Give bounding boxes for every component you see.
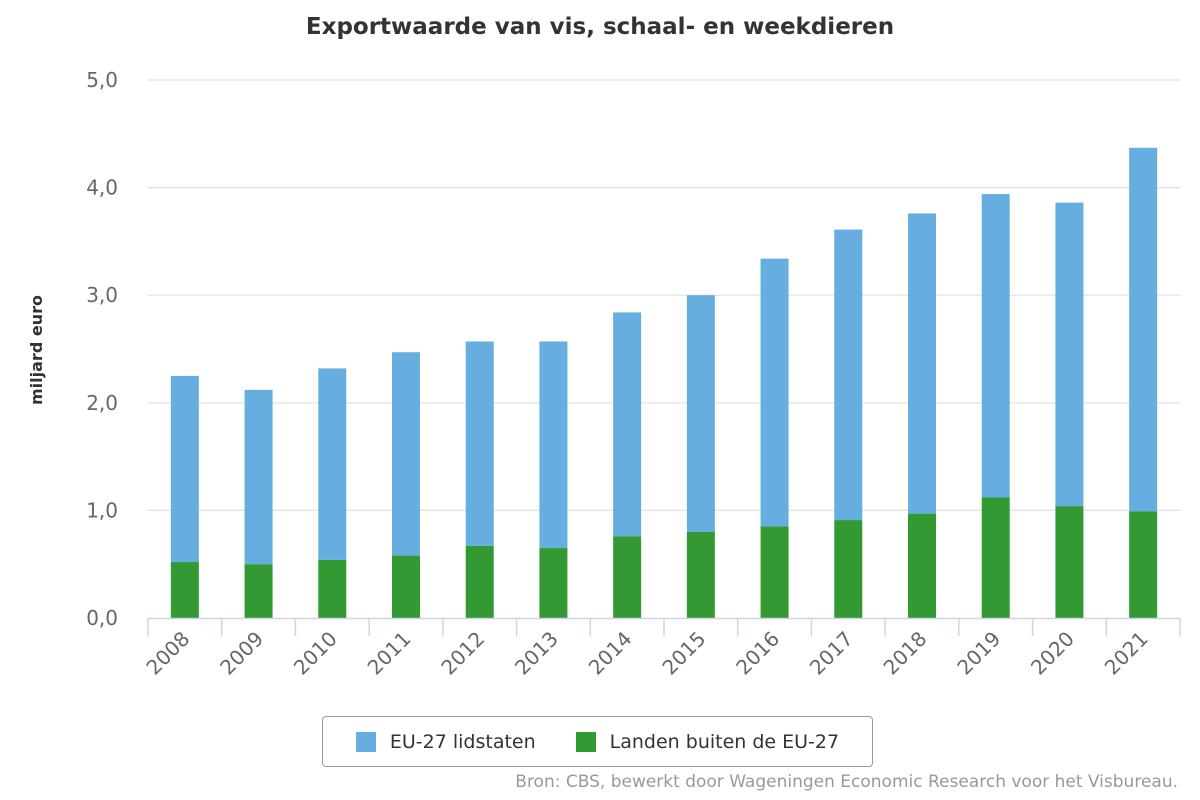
bar-eu27-2010[interactable] [318,368,347,560]
bar-non-eu27-2015[interactable] [686,531,715,618]
bar-eu27-2013[interactable] [539,341,568,549]
y-tick-label: 5,0 [86,68,118,92]
source-note: Bron: CBS, bewerkt door Wageningen Econo… [515,772,1178,792]
legend-item-non-eu27[interactable]: Landen buiten de EU-27 [575,730,840,753]
bar-non-eu27-2008[interactable] [170,562,199,618]
bar-eu27-2016[interactable] [760,258,789,527]
x-tick-label: 2010 [289,627,342,680]
x-tick-label: 2021 [1100,627,1153,680]
bar-eu27-2021[interactable] [1129,147,1158,512]
bar-eu27-2018[interactable] [908,213,936,514]
y-tick-label: 2,0 [86,391,118,415]
x-axis-ticks: 2008 2009 2010 2011 2012 2013 2014 2015 2016 2017… [141,627,1152,680]
bar-non-eu27-2020[interactable] [1055,506,1084,618]
bar-non-eu27-2017[interactable] [834,520,863,618]
legend-swatch-non-eu27 [575,731,596,752]
x-tick-label: 2016 [731,627,784,680]
legend-label-non-eu27: Landen buiten de EU-27 [609,730,840,753]
legend-label-eu27: EU-27 lidstaten [389,730,536,753]
bar-non-eu27-2021[interactable] [1129,511,1158,618]
y-tick-label: 3,0 [86,283,118,307]
x-tick-label: 2012 [436,627,489,680]
legend: EU-27 lidstaten Landen buiten de EU-27 [322,716,873,767]
y-axis-ticks: 0,0 1,0 2,0 3,0 4,0 5,0 [86,68,118,630]
bar-non-eu27-2018[interactable] [908,513,936,618]
x-tick-label: 2017 [805,627,858,680]
y-tick-label: 1,0 [86,498,118,522]
bar-eu27-2015[interactable] [686,295,715,532]
x-tick-label: 2014 [584,627,637,680]
bar-eu27-2012[interactable] [465,341,494,546]
bar-eu27-2017[interactable] [834,229,863,521]
legend-item-eu27[interactable]: EU-27 lidstaten [355,730,536,753]
chart-title: Exportwaarde van vis, schaal- en weekdie… [305,14,895,40]
x-tick-label: 2015 [657,627,710,680]
bar-non-eu27-2010[interactable] [318,559,347,618]
x-tick-label: 2019 [952,627,1005,680]
bar-non-eu27-2014[interactable] [613,536,642,618]
x-tick-label: 2018 [879,627,932,680]
x-tick-label: 2008 [141,627,194,680]
bar-eu27-2009[interactable] [244,389,273,565]
bar-non-eu27-2011[interactable] [392,555,420,618]
x-axis [147,617,1181,636]
bar-eu27-2014[interactable] [613,312,642,537]
y-tick-label: 0,0 [86,606,118,630]
x-tick-label: 2013 [510,627,563,680]
bar-non-eu27-2019[interactable] [981,497,1010,618]
y-tick-label: 4,0 [86,176,118,200]
legend-swatch-eu27 [355,731,376,752]
bar-eu27-2008[interactable] [170,375,199,563]
y-axis-label: miljard euro [27,295,46,405]
bar-non-eu27-2009[interactable] [244,564,273,618]
bar-eu27-2011[interactable] [392,352,420,556]
bar-non-eu27-2016[interactable] [760,526,789,618]
bar-non-eu27-2013[interactable] [539,548,568,618]
bar-eu27-2020[interactable] [1055,202,1084,507]
bar-eu27-2019[interactable] [981,194,1010,498]
x-tick-label: 2011 [363,627,416,680]
bar-non-eu27-2012[interactable] [465,545,494,618]
x-tick-label: 2020 [1026,627,1079,680]
gridlines [148,79,1180,511]
x-tick-label: 2009 [215,627,268,680]
bars [170,147,1158,618]
